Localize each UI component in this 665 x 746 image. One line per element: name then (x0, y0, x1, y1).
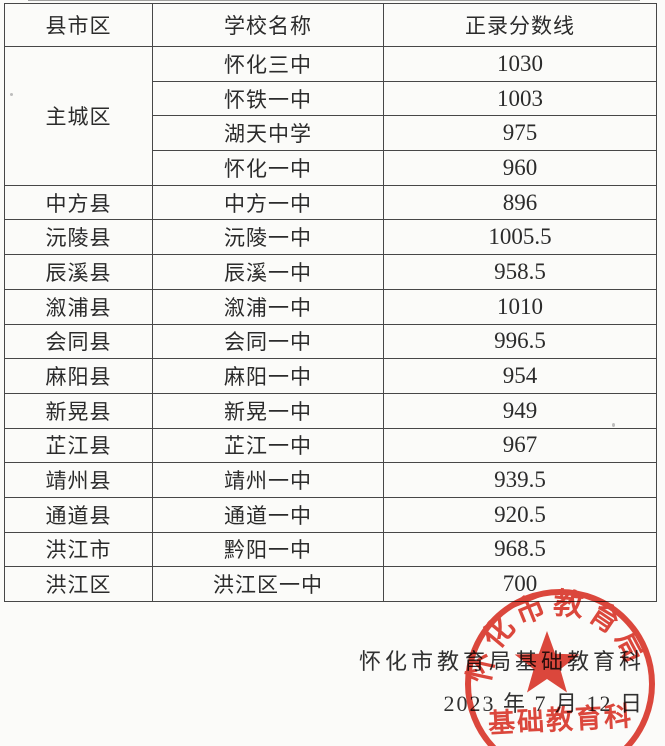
score-cell: 996.5 (383, 323, 657, 360)
district-cell: 溆浦县 (4, 288, 153, 325)
score-cell: 939.5 (383, 462, 657, 498)
score-cell: 954 (383, 358, 657, 394)
school-cell: 沅陵一中 (152, 219, 384, 256)
table-row: 芷江县 芷江一中 967 (4, 427, 657, 464)
scan-speck (612, 423, 615, 427)
school-cell: 溆浦一中 (152, 288, 384, 325)
table-row: 怀铁一中 1003 (5, 80, 657, 117)
score-cell: 960 (383, 150, 657, 186)
score-cell: 1030 (383, 46, 657, 82)
table-row: 新晃县 新晃一中 949 (4, 392, 657, 429)
table-row: 沅陵县 沅陵一中 1005.5 (4, 219, 657, 256)
admission-score-table: 县市区 学校名称 正录分数线 主城区 怀化三中 1030 怀铁一中 1003 湖天中学 97… (4, 3, 657, 602)
header-district: 县市区 (4, 3, 153, 47)
district-cell: 洪江区 (4, 566, 153, 602)
table-row: 中方县 中方一中 896 (4, 184, 657, 221)
district-cell: 沅陵县 (4, 219, 153, 256)
district-cell: 会同县 (4, 323, 153, 360)
score-cell: 1005.5 (383, 219, 657, 256)
score-cell: 949 (383, 392, 657, 429)
school-cell: 麻阳一中 (152, 358, 384, 394)
table-row: 洪江市 黔阳一中 968.5 (4, 531, 657, 568)
header-school-name: 学校名称 (152, 3, 384, 47)
school-cell: 辰溪一中 (152, 254, 384, 290)
school-cell: 湖天中学 (152, 115, 384, 152)
school-cell: 黔阳一中 (152, 531, 384, 568)
school-cell: 芷江一中 (152, 427, 384, 464)
school-cell: 洪江区一中 (152, 566, 384, 602)
district-cell: 新晃县 (4, 392, 153, 429)
score-cell: 967 (383, 427, 657, 464)
score-cell: 1003 (383, 80, 657, 117)
table-body: 主城区 怀化三中 1030 怀铁一中 1003 湖天中学 975 怀化一中 960 中方县 中方一中… (4, 46, 657, 602)
table-row: 通道县 通道一中 920.5 (4, 496, 657, 533)
school-cell: 靖州一中 (152, 462, 384, 498)
table-row: 会同县 会同一中 996.5 (4, 323, 657, 360)
school-cell: 怀化三中 (152, 46, 384, 82)
school-cell: 怀铁一中 (152, 80, 384, 117)
table-row: 主城区 怀化三中 1030 (4, 46, 657, 186)
school-cell: 怀化一中 (152, 150, 384, 186)
table-row: 辰溪县 辰溪一中 958.5 (4, 254, 657, 290)
score-cell: 920.5 (383, 496, 657, 533)
issue-date: 2023 年 7 月 12 日 (443, 691, 644, 716)
scan-speck (10, 93, 13, 96)
table-row: 溆浦县 溆浦一中 1010 (4, 288, 657, 325)
school-cell: 新晃一中 (152, 392, 384, 429)
score-cell: 975 (383, 115, 657, 152)
score-cell: 958.5 (383, 254, 657, 290)
district-cell: 芷江县 (4, 427, 153, 464)
district-cell: 主城区 (4, 46, 153, 186)
score-cell: 968.5 (383, 531, 657, 568)
district-cell: 辰溪县 (4, 254, 153, 290)
score-cell: 700 (383, 566, 657, 602)
district-cell: 靖州县 (4, 462, 153, 498)
district-cell: 麻阳县 (4, 358, 153, 394)
table-row: 麻阳县 麻阳一中 954 (4, 358, 657, 394)
header-row: 县市区 学校名称 正录分数线 (4, 3, 657, 47)
school-cell: 通道一中 (152, 496, 384, 533)
district-cell: 中方县 (4, 184, 153, 221)
score-cell: 896 (383, 184, 657, 221)
table-row: 洪江区 洪江区一中 700 (4, 566, 657, 602)
table-row: 靖州县 靖州一中 939.5 (4, 462, 657, 498)
scan-artifact-line (28, 0, 640, 1)
header-score-line: 正录分数线 (383, 3, 657, 47)
district-cell: 通道县 (4, 496, 153, 533)
district-cell: 洪江市 (4, 531, 153, 568)
school-cell: 中方一中 (152, 184, 384, 221)
score-cell: 1010 (383, 288, 657, 325)
school-cell: 会同一中 (152, 323, 384, 360)
issuer-signature: 怀化市教育局基础教育科 (358, 649, 645, 674)
